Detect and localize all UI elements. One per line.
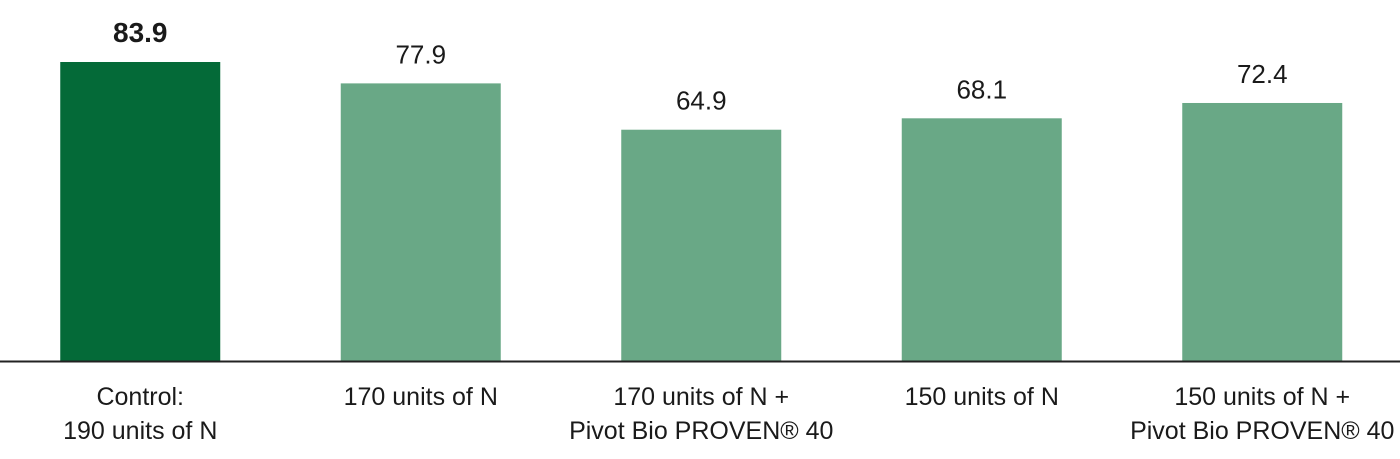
- category-label-line: 150 units of N: [905, 383, 1059, 411]
- category-label-4: 150 units of N: [905, 383, 1059, 411]
- value-label-1: 83.9: [113, 17, 168, 48]
- category-label-2: 170 units of N: [344, 383, 498, 411]
- value-label-5: 72.4: [1237, 59, 1288, 89]
- category-label-line: Pivot Bio PROVEN® 40: [1130, 417, 1394, 445]
- category-label-1: Control: 190 units of N: [63, 383, 217, 445]
- category-label-line: Pivot Bio PROVEN® 40: [569, 417, 833, 445]
- value-label-3: 64.9: [676, 86, 727, 116]
- category-label-5: 150 units of N + Pivot Bio PROVEN® 40: [1130, 383, 1394, 445]
- bar-3: [621, 129, 782, 361]
- category-label-line: 190 units of N: [63, 417, 217, 445]
- value-label-4: 68.1: [956, 74, 1007, 104]
- category-label-3: 170 units of N + Pivot Bio PROVEN® 40: [569, 383, 833, 445]
- value-label-2: 77.9: [395, 39, 446, 69]
- bars-group: [60, 62, 1343, 362]
- category-label-line: Control:: [96, 383, 184, 411]
- bar-4: [901, 118, 1062, 361]
- bar-1: [60, 62, 221, 361]
- bar-5: [1182, 102, 1343, 362]
- category-label-line: 170 units of N +: [613, 383, 789, 411]
- bar-2: [340, 83, 501, 361]
- value-labels-group: 83.9 77.9 64.9 68.1 72.4: [113, 17, 1288, 116]
- category-labels-group: Control: 190 units of N 170 units of N 170 …: [63, 383, 1394, 445]
- category-label-line: 170 units of N: [344, 383, 498, 411]
- category-label-line: 150 units of N +: [1174, 383, 1350, 411]
